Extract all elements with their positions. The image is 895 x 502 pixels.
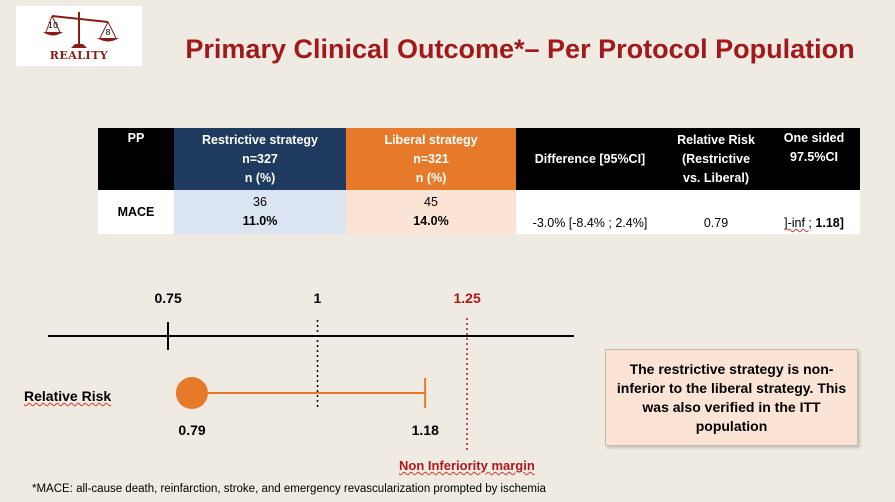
cell-relative-risk: 0.79: [664, 190, 768, 234]
point-estimate-label: 0.79: [178, 422, 206, 438]
axis-label-1: 1: [313, 290, 322, 306]
cell-restrictive: 36 11.0%: [174, 190, 346, 234]
ci-prefix: ]-inf ;: [784, 216, 812, 230]
pan-right-label: 8: [105, 28, 110, 37]
reality-logo: 10 8 REALITY: [16, 6, 142, 66]
header-one-sided: One sided 97.5%CI: [768, 128, 860, 190]
row-label-mace: MACE: [98, 190, 174, 234]
axis-label-125: 1.25: [453, 290, 481, 306]
cell-liberal: 45 14.0%: [346, 190, 516, 234]
logo-name: REALITY: [49, 49, 109, 62]
axis-label-075: 0.75: [154, 290, 182, 306]
upper-bound-label: 1.18: [411, 422, 439, 438]
non-inferiority-margin-label: Non Inferiority margin: [399, 458, 535, 473]
point-estimate-marker: [175, 377, 208, 409]
cell-difference: -3.0% [-8.4% ; 2.4%]: [516, 190, 664, 234]
header-restrictive: Restrictive strategy n=327 n (%): [174, 128, 346, 190]
liberal-count: 45: [424, 195, 438, 209]
header-pp: PP: [98, 128, 174, 190]
relative-risk-label: Relative Risk: [24, 388, 112, 404]
conclusion-callout: The restrictive strategy is non-inferior…: [605, 349, 858, 446]
scale-icon: 10 8: [43, 12, 119, 48]
table-row: MACE 36 11.0% 45 14.0% -3.0% [-8.4% ; 2.…: [98, 190, 860, 234]
restrictive-percent: 11.0%: [242, 214, 278, 228]
cell-one-sided-ci: ]-inf ; 1.18]: [768, 190, 860, 234]
page-title: Primary Clinical Outcome*– Per Protocol …: [185, 34, 855, 64]
footnote: *MACE: all-cause death, reinfarction, st…: [32, 483, 546, 495]
liberal-percent: 14.0%: [413, 214, 449, 228]
pan-left-label: 10: [48, 21, 58, 30]
ci-upper: 1.18]: [815, 216, 844, 230]
header-difference: Difference [95%CI]: [516, 128, 664, 190]
header-liberal: Liberal strategy n=321 n (%): [346, 128, 516, 190]
table-header-row: PP Restrictive strategy n=327 n (%) Libe…: [98, 128, 860, 190]
restrictive-count: 36: [253, 195, 267, 209]
outcome-table: PP Restrictive strategy n=327 n (%) Libe…: [98, 128, 860, 234]
header-relative-risk: Relative Risk (Restrictive vs. Liberal): [664, 128, 768, 190]
